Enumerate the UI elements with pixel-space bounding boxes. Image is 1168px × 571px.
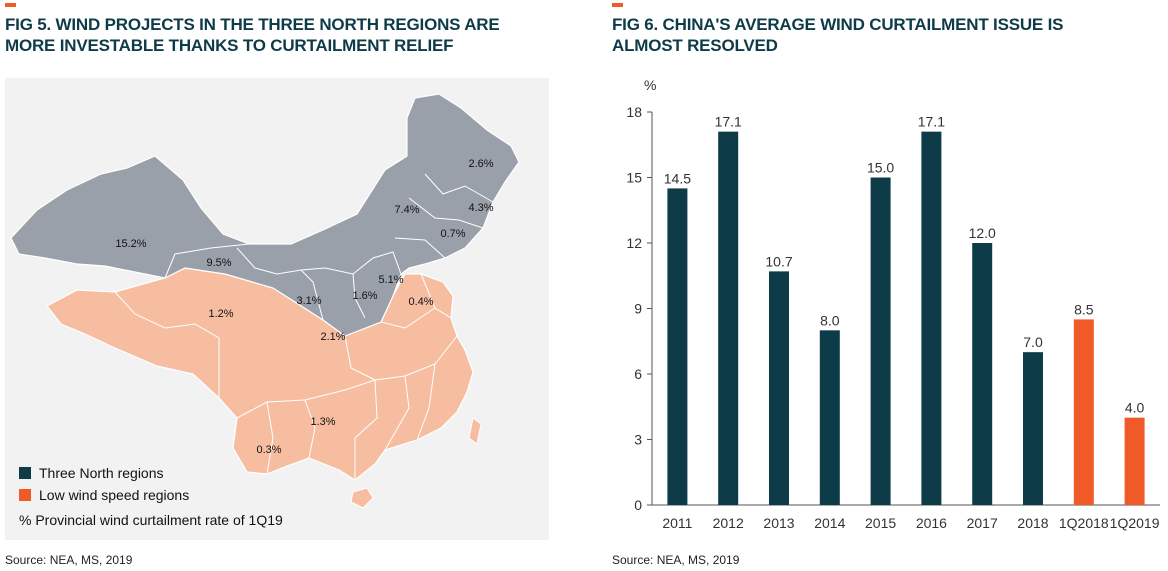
bar-2018 <box>1023 352 1043 505</box>
map-label-qinghai: 1.2% <box>208 308 233 320</box>
legend-swatch-low-wind <box>19 489 31 501</box>
legend-item-low-wind: Low wind speed regions <box>19 487 189 503</box>
data-label-2017: 12.0 <box>969 225 996 241</box>
map-label-gansu: 9.5% <box>206 257 231 269</box>
legend-item-three-north: Three North regions <box>19 465 164 481</box>
bar-2013 <box>769 271 789 505</box>
y-tick-label: 6 <box>634 366 642 382</box>
x-tick-label-1Q2019: 1Q2019 <box>1110 515 1160 531</box>
map-label-yunnan: 0.3% <box>256 444 281 456</box>
x-tick-label-2017: 2017 <box>967 515 998 531</box>
x-tick-label-2018: 2018 <box>1017 515 1048 531</box>
data-label-2016: 17.1 <box>918 114 945 130</box>
data-label-2011: 14.5 <box>664 170 691 186</box>
bar-2014 <box>819 330 840 505</box>
china-map: 15.2% 9.5% 1.2% 3.1% 1.6% 2.1% 5.1% 0.4%… <box>10 93 520 509</box>
map-label-heilongjiang: 2.6% <box>468 158 493 170</box>
x-tick-label-2016: 2016 <box>916 515 947 531</box>
y-tick-label: 12 <box>626 235 642 251</box>
bar-2017 <box>972 243 993 505</box>
map-label-xinjiang: 15.2% <box>115 238 146 250</box>
map-province-borders <box>114 173 494 480</box>
legend-label-three-north: Three North regions <box>39 465 164 481</box>
bar-2012 <box>718 131 739 505</box>
data-label-2012: 17.1 <box>715 114 742 130</box>
fig5-title-line1: FIG 5. WIND PROJECTS IN THE THREE NORTH … <box>5 15 500 34</box>
bar-1Q2018 <box>1073 319 1094 505</box>
bar-2016 <box>921 131 942 505</box>
bar-2011 <box>667 188 688 505</box>
bar-2015 <box>870 177 891 505</box>
data-label-2014: 8.0 <box>820 312 840 328</box>
data-label-1Q2018: 8.5 <box>1074 301 1094 317</box>
y-tick-label: 18 <box>626 104 642 120</box>
map-label-jilin: 4.3% <box>468 202 493 214</box>
fig5-title-line2: MORE INVESTABLE THANKS TO CURTAILMENT RE… <box>5 36 454 55</box>
bar-1Q2019 <box>1124 417 1145 505</box>
fig5-accent-mark <box>5 3 16 7</box>
x-tick-label-2013: 2013 <box>763 515 794 531</box>
x-tick-label-2012: 2012 <box>713 515 744 531</box>
y-tick-label: 0 <box>634 497 642 513</box>
x-tick-label-2014: 2014 <box>814 515 845 531</box>
x-tick-label-2015: 2015 <box>865 515 896 531</box>
legend-label-low-wind: Low wind speed regions <box>39 487 190 503</box>
map-region-three-north <box>10 93 520 337</box>
map-label-shaanxi: 2.1% <box>320 331 345 343</box>
map-label-hebei: 5.1% <box>378 274 403 286</box>
map-label-ningxia: 3.1% <box>296 295 321 307</box>
data-label-1Q2019: 4.0 <box>1125 400 1145 416</box>
map-label-liaoning: 0.7% <box>440 228 465 240</box>
data-label-2015: 15.0 <box>867 160 894 176</box>
x-tick-label-1Q2018: 1Q2018 <box>1059 515 1109 531</box>
y-axis-label: % <box>644 77 656 93</box>
map-label-inner-mongolia: 7.4% <box>394 204 419 216</box>
curtailment-bar-chart: % 0 3 6 9 12 15 18 14.5 17.1 10.7 8.0 15.0 17.1 12.0… <box>626 77 1160 531</box>
fig6-source: Source: NEA, MS, 2019 <box>612 553 740 567</box>
fig6-accent-mark <box>612 3 623 7</box>
data-label-2018: 7.0 <box>1023 334 1043 350</box>
y-tick-label: 9 <box>634 301 642 317</box>
legend-swatch-three-north <box>19 467 31 479</box>
china-map-panel: 15.2% 9.5% 1.2% 3.1% 1.6% 2.1% 5.1% 0.4%… <box>5 78 549 540</box>
fig6-title: FIG 6. CHINA'S AVERAGE WIND CURTAILMENT … <box>612 14 1063 56</box>
map-label-shanxi: 1.6% <box>352 290 377 302</box>
y-tick-label: 15 <box>626 170 642 186</box>
x-tick-label-2011: 2011 <box>662 515 692 531</box>
fig6-title-line1: FIG 6. CHINA'S AVERAGE WIND CURTAILMENT … <box>612 15 1064 34</box>
map-region-low-wind-taiwan <box>468 417 482 445</box>
fig5-title: FIG 5. WIND PROJECTS IN THE THREE NORTH … <box>5 14 500 56</box>
map-label-hunan: 1.3% <box>310 416 335 428</box>
legend-note: % Provincial wind curtailment rate of 1Q… <box>19 512 283 528</box>
data-label-2013: 10.7 <box>765 253 792 269</box>
map-region-low-wind-hainan <box>350 487 374 509</box>
fig5-source: Source: NEA, MS, 2019 <box>5 553 133 567</box>
fig6-title-line2: ALMOST RESOLVED <box>612 36 778 55</box>
map-label-shandong: 0.4% <box>408 296 433 308</box>
y-tick-label: 3 <box>634 432 642 448</box>
